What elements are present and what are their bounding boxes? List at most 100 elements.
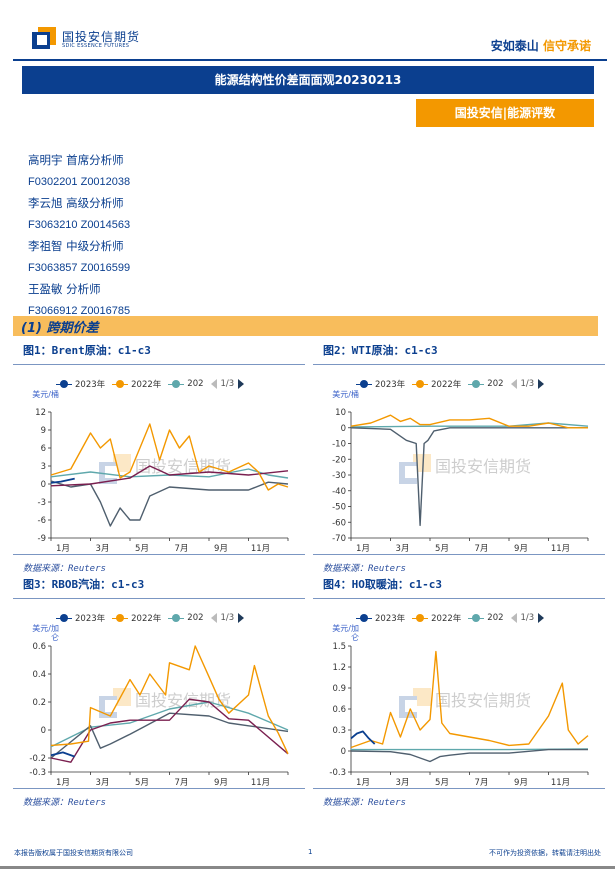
chart-plot-area: 国投安信期货 10 0 -10 -20 -30 -40 -50 -60 -70 1月 3月 5月 7月 9月…	[332, 408, 589, 554]
company-logo-icon	[32, 27, 56, 49]
legend-prev-icon[interactable]	[510, 379, 517, 389]
legend-prev-icon[interactable]	[210, 379, 217, 389]
legend-next-icon[interactable]	[238, 613, 245, 623]
logo-en-text: SDIC ESSENCE FUTURES	[62, 43, 130, 49]
y-tick-label: 0.2	[32, 698, 46, 708]
chart-legend: 2023年 2022年 202 1/3	[356, 612, 545, 624]
report-title: 能源结构性价差面面观20230213	[22, 66, 594, 94]
chart-wti: 图2：WTI原油：c1-c3 2023年 2022年 202 1/3 美元/桶 国投安信期货…	[313, 342, 605, 578]
legend-item[interactable]: 2022年	[412, 612, 461, 624]
legend-marker-icon	[168, 380, 185, 388]
legend-label: 2023年	[375, 614, 406, 624]
watermark-text: 国投安信期货	[435, 457, 531, 476]
legend-item[interactable]: 2022年	[412, 378, 461, 390]
y-tick-label: 0	[41, 480, 46, 490]
x-tick-label: 9月	[514, 544, 528, 554]
legend-item[interactable]: 2022年	[112, 612, 161, 624]
legend-pager: 1/3	[510, 613, 545, 623]
x-tick-label: 9月	[514, 778, 528, 788]
legend-label: 2022年	[431, 614, 462, 624]
legend-next-icon[interactable]	[538, 613, 545, 623]
series-line	[350, 730, 376, 745]
series-line	[350, 650, 589, 749]
slogan-accent: 信守承诺	[542, 39, 591, 53]
y-tick-label: -6	[38, 516, 46, 526]
x-tick-label: 5月	[135, 778, 149, 788]
legend-item[interactable]: 202	[168, 613, 204, 623]
legend-prev-icon[interactable]	[510, 613, 517, 623]
legend-item[interactable]: 202	[168, 379, 204, 389]
chart-title: 图1：Brent原油：c1-c3	[23, 344, 151, 357]
legend-marker-icon	[412, 380, 429, 388]
chart-ho: 图4：HO取暖油：c1-c3 2023年 2022年 202 1/3 美元/加仑 国投安信期…	[313, 576, 605, 812]
y-tick-label: 0.3	[332, 726, 346, 736]
analyst-name-role: 李云旭 高级分析师	[28, 196, 124, 210]
legend-item[interactable]: 202	[468, 613, 504, 623]
chart-title: 图2：WTI原油：c1-c3	[323, 344, 438, 357]
chart-rbob: 图3：RBOB汽油：c1-c3 2023年 2022年 202 1/3 美元/加仑 国投安信…	[13, 576, 305, 812]
legend-prev-icon[interactable]	[210, 613, 217, 623]
legend-marker-icon	[168, 614, 185, 622]
slogan: 安如泰山 信守承诺	[491, 37, 591, 54]
y-tick-label: 0	[41, 726, 46, 736]
chart-title: 图3：RBOB汽油：c1-c3	[23, 578, 145, 591]
watermark-text: 国投安信期货	[135, 457, 231, 476]
chart-title-divider	[13, 364, 305, 365]
analyst-name-role: 高明宇 首席分析师	[28, 153, 124, 167]
legend-next-icon[interactable]	[238, 379, 245, 389]
section-header: (1) 跨期价差	[13, 316, 598, 336]
series-line	[350, 414, 588, 429]
legend-page-indicator: 1/3	[520, 379, 535, 389]
y-tick-label: 0	[341, 424, 346, 434]
x-tick-label: 1月	[356, 778, 370, 788]
series-line	[350, 748, 588, 763]
legend-item[interactable]: 2023年	[356, 378, 405, 390]
chart-title-divider	[313, 598, 605, 599]
chart-plot-area: 国投安信期货 12 9 6 3 0 -3 -6 -9 1月 3月 5月 7月 9月 11月	[35, 408, 289, 554]
chart-bottom-divider	[13, 788, 305, 789]
chart-brent: 图1：Brent原油：c1-c3 2023年 2022年 202 1/3 美元/桶 国投安信…	[13, 342, 305, 578]
watermark-logo-icon	[399, 454, 431, 484]
y-tick-label: 0.6	[32, 642, 46, 652]
chart-plot-area: 国投安信期货 0.6 0.4 0.2 0 -0.2 -0.3 1月 3月 5月 7月 9月 11月	[29, 642, 289, 788]
chart-legend: 2023年 2022年 202 1/3	[56, 378, 245, 390]
legend-item[interactable]: 2022年	[112, 378, 161, 390]
chart-bottom-divider	[313, 788, 605, 789]
legend-label: 2023年	[75, 380, 106, 390]
y-tick-label: 1.2	[332, 663, 346, 673]
legend-label: 2022年	[131, 614, 162, 624]
series-line	[50, 645, 289, 755]
legend-label: 2023年	[375, 380, 406, 390]
legend-item[interactable]: 2023年	[56, 612, 105, 624]
x-tick-label: 5月	[435, 544, 449, 554]
y-tick-label: -0.3	[29, 768, 46, 778]
legend-marker-icon	[356, 380, 372, 388]
x-tick-label: 11月	[551, 778, 570, 788]
legend-page-indicator: 1/3	[220, 379, 235, 389]
y-tick-label: 0	[341, 747, 346, 757]
legend-next-icon[interactable]	[538, 379, 545, 389]
series-line	[50, 465, 289, 487]
series-line	[50, 423, 289, 491]
legend-marker-icon	[56, 380, 72, 388]
x-tick-label: 7月	[175, 778, 189, 788]
analyst-name-role: 李祖智 中级分析师	[28, 239, 124, 253]
legend-marker-icon	[56, 614, 72, 622]
slogan-main: 安如泰山	[490, 39, 539, 53]
chart-source: 数据来源：Reuters	[23, 564, 106, 574]
legend-item[interactable]: 2023年	[356, 612, 405, 624]
chart-source: 数据来源：Reuters	[323, 798, 406, 808]
chart-source: 数据来源：Reuters	[23, 798, 106, 808]
x-tick-label: 5月	[135, 544, 149, 554]
legend-page-indicator: 1/3	[520, 613, 535, 623]
x-tick-label: 9月	[214, 544, 228, 554]
y-tick-label: 6	[41, 444, 46, 454]
x-tick-label: 3月	[396, 778, 410, 788]
legend-label: 202	[487, 379, 504, 389]
page-header: 国投安信期货 SDIC ESSENCE FUTURES 安如泰山 信守承诺	[0, 0, 615, 60]
y-tick-label: -0.2	[29, 754, 46, 764]
legend-item[interactable]: 202	[468, 379, 504, 389]
y-tick-label: -3	[38, 498, 46, 508]
series-line	[50, 712, 289, 759]
legend-item[interactable]: 2023年	[56, 378, 105, 390]
